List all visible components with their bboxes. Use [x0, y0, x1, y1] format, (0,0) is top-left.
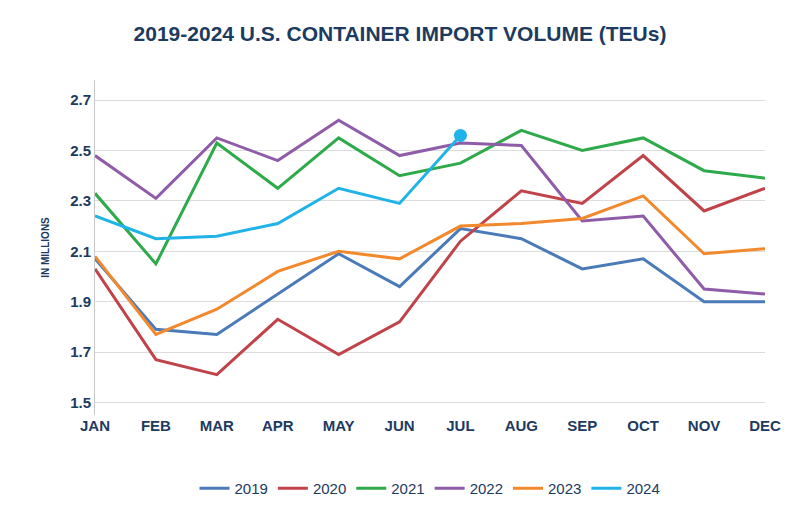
svg-text:2.3: 2.3	[70, 192, 91, 209]
svg-text:JUL: JUL	[446, 417, 474, 434]
svg-text:JAN: JAN	[80, 417, 110, 434]
svg-text:MAR: MAR	[200, 417, 234, 434]
svg-text:APR: APR	[262, 417, 294, 434]
svg-text:2.5: 2.5	[70, 142, 91, 159]
svg-text:DEC: DEC	[749, 417, 781, 434]
svg-text:MAY: MAY	[323, 417, 355, 434]
svg-text:AUG: AUG	[505, 417, 538, 434]
svg-text:SEP: SEP	[567, 417, 597, 434]
svg-text:2021: 2021	[391, 480, 424, 497]
svg-text:2023: 2023	[548, 480, 581, 497]
svg-text:FEB: FEB	[141, 417, 171, 434]
svg-text:NOV: NOV	[688, 417, 721, 434]
svg-text:2.7: 2.7	[70, 91, 91, 108]
svg-text:1.7: 1.7	[70, 343, 91, 360]
svg-text:2019: 2019	[235, 480, 268, 497]
svg-text:OCT: OCT	[627, 417, 659, 434]
svg-text:2020: 2020	[313, 480, 346, 497]
svg-text:1.9: 1.9	[70, 293, 91, 310]
svg-text:1.5: 1.5	[70, 394, 91, 411]
svg-text:2022: 2022	[470, 480, 503, 497]
svg-text:2024: 2024	[626, 480, 659, 497]
svg-text:JUN: JUN	[385, 417, 415, 434]
svg-text:IN MILLIONS: IN MILLIONS	[40, 217, 51, 278]
svg-text:2.1: 2.1	[70, 243, 91, 260]
svg-text:2019-2024 U.S. CONTAINER IMPOR: 2019-2024 U.S. CONTAINER IMPORT VOLUME (…	[134, 22, 667, 45]
